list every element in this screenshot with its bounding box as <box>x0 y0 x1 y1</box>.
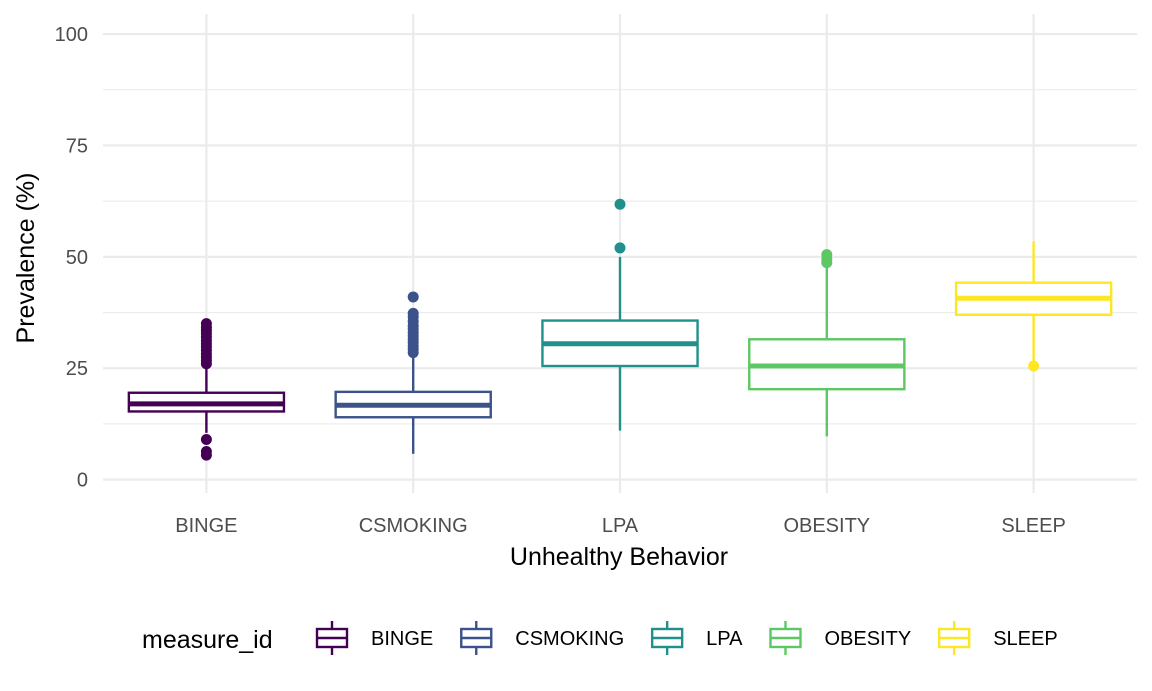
legend-item-sleep: SLEEP <box>937 621 1058 655</box>
x-tick-label: CSMOKING <box>359 515 468 537</box>
outlier-point <box>614 198 626 210</box>
outlier-point <box>614 242 626 254</box>
outlier-point <box>407 307 419 319</box>
y-tick-label: 0 <box>77 470 88 492</box>
x-axis-ticks: BINGE CSMOKING LPA OBESITY SLEEP <box>175 515 1066 537</box>
x-axis-title: Unhealthy Behavior <box>510 543 728 571</box>
y-tick-label: 50 <box>66 247 88 269</box>
x-tick-label: LPA <box>602 515 639 537</box>
legend-item-obesity: OBESITY <box>769 621 911 655</box>
legend-item-csmoking: CSMOKING <box>460 621 624 655</box>
x-tick-label: BINGE <box>175 515 237 537</box>
box-series <box>127 198 1113 461</box>
outlier-point <box>407 291 419 303</box>
outlier-point <box>1028 360 1040 372</box>
x-tick-label: OBESITY <box>783 515 870 537</box>
legend-label: OBESITY <box>824 628 911 650</box>
x-tick-label: SLEEP <box>1001 515 1065 537</box>
legend-label: LPA <box>706 628 743 650</box>
outlier-point <box>200 318 212 330</box>
outlier-point <box>200 446 212 458</box>
y-axis-ticks: 0 25 50 75 100 <box>55 24 88 492</box>
box-lpa <box>541 198 699 431</box>
y-tick-label: 75 <box>66 135 88 157</box>
box-binge <box>127 318 286 461</box>
y-tick-label: 25 <box>66 358 88 380</box>
y-axis-title: Prevalence (%) <box>12 173 40 344</box>
legend-label: BINGE <box>371 628 433 650</box>
box-csmoking <box>334 291 492 454</box>
legend-label: SLEEP <box>993 628 1057 650</box>
legend-items: BINGE CSMOKING LPA OBESITY SLEEP <box>315 621 1058 655</box>
legend-item-binge: BINGE <box>315 621 433 655</box>
box-obesity <box>748 249 906 437</box>
outlier-point <box>821 249 833 261</box>
legend-label: CSMOKING <box>515 628 624 650</box>
outlier-point <box>200 434 212 446</box>
legend-title: measure_id <box>142 626 273 654</box>
box-sleep <box>954 241 1113 372</box>
legend-item-lpa: LPA <box>650 621 743 655</box>
legend: measure_id BINGE CSMOKING LPA OBESITY SLEEP <box>142 621 1058 655</box>
y-tick-label: 100 <box>55 24 88 46</box>
